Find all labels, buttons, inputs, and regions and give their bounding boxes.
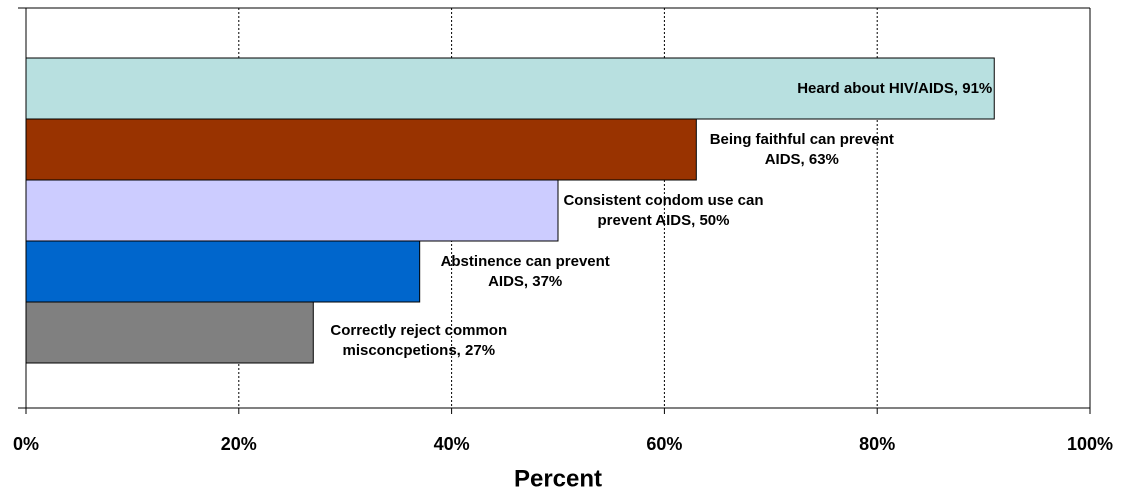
bar [25, 240, 421, 303]
x-tick-label: 60% [646, 434, 682, 454]
data-label: Abstinence can prevent AIDS, 37% [440, 252, 610, 290]
x-tick-label: 40% [434, 434, 470, 454]
data-label: Being faithful can prevent AIDS, 63% [709, 130, 894, 168]
x-tick-label: 80% [859, 434, 895, 454]
x-tick-label: 20% [221, 434, 257, 454]
x-tick-label: 0% [13, 434, 39, 454]
bar [25, 301, 314, 364]
x-tick-label: 100% [1067, 434, 1113, 454]
x-axis-title: Percent [514, 465, 602, 491]
data-label: Heard about HIV/AIDS, 91% [797, 79, 993, 97]
bar [25, 118, 697, 181]
data-label: Consistent condom use can prevent AIDS, … [563, 191, 764, 229]
bar [25, 179, 559, 242]
data-label: Correctly reject common misconcpetions, … [330, 321, 508, 359]
